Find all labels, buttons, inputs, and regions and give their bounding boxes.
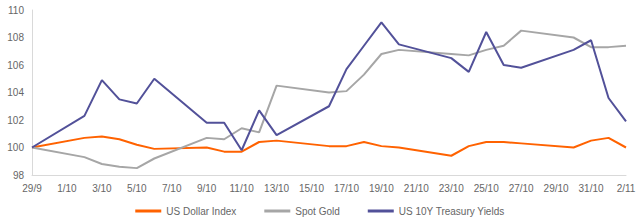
svg-text:110: 110 <box>8 5 24 16</box>
svg-text:2/11: 2/11 <box>617 183 636 194</box>
svg-text:3/10: 3/10 <box>92 183 112 194</box>
svg-text:US Dollar Index: US Dollar Index <box>166 206 236 217</box>
svg-text:Spot Gold: Spot Gold <box>295 206 339 217</box>
svg-text:104: 104 <box>7 87 24 98</box>
svg-text:100: 100 <box>7 142 24 153</box>
svg-text:108: 108 <box>7 32 24 43</box>
svg-text:1/10: 1/10 <box>57 183 77 194</box>
svg-text:15/10: 15/10 <box>299 183 324 194</box>
svg-text:102: 102 <box>7 115 24 126</box>
svg-text:5/10: 5/10 <box>127 183 147 194</box>
svg-text:17/10: 17/10 <box>334 183 359 194</box>
svg-text:23/10: 23/10 <box>439 183 464 194</box>
svg-text:21/10: 21/10 <box>404 183 429 194</box>
svg-text:US 10Y Treasury Yields: US 10Y Treasury Yields <box>399 206 504 217</box>
svg-text:29/10: 29/10 <box>544 183 569 194</box>
svg-text:31/10: 31/10 <box>579 183 604 194</box>
svg-text:13/10: 13/10 <box>264 183 289 194</box>
svg-text:19/10: 19/10 <box>369 183 394 194</box>
svg-text:27/10: 27/10 <box>509 183 534 194</box>
svg-text:106: 106 <box>7 60 24 71</box>
svg-text:25/10: 25/10 <box>474 183 499 194</box>
svg-text:11/10: 11/10 <box>229 183 254 194</box>
svg-text:7/10: 7/10 <box>162 183 182 194</box>
svg-text:9/10: 9/10 <box>197 183 217 194</box>
svg-text:98: 98 <box>13 170 25 181</box>
svg-text:29/9: 29/9 <box>22 183 42 194</box>
